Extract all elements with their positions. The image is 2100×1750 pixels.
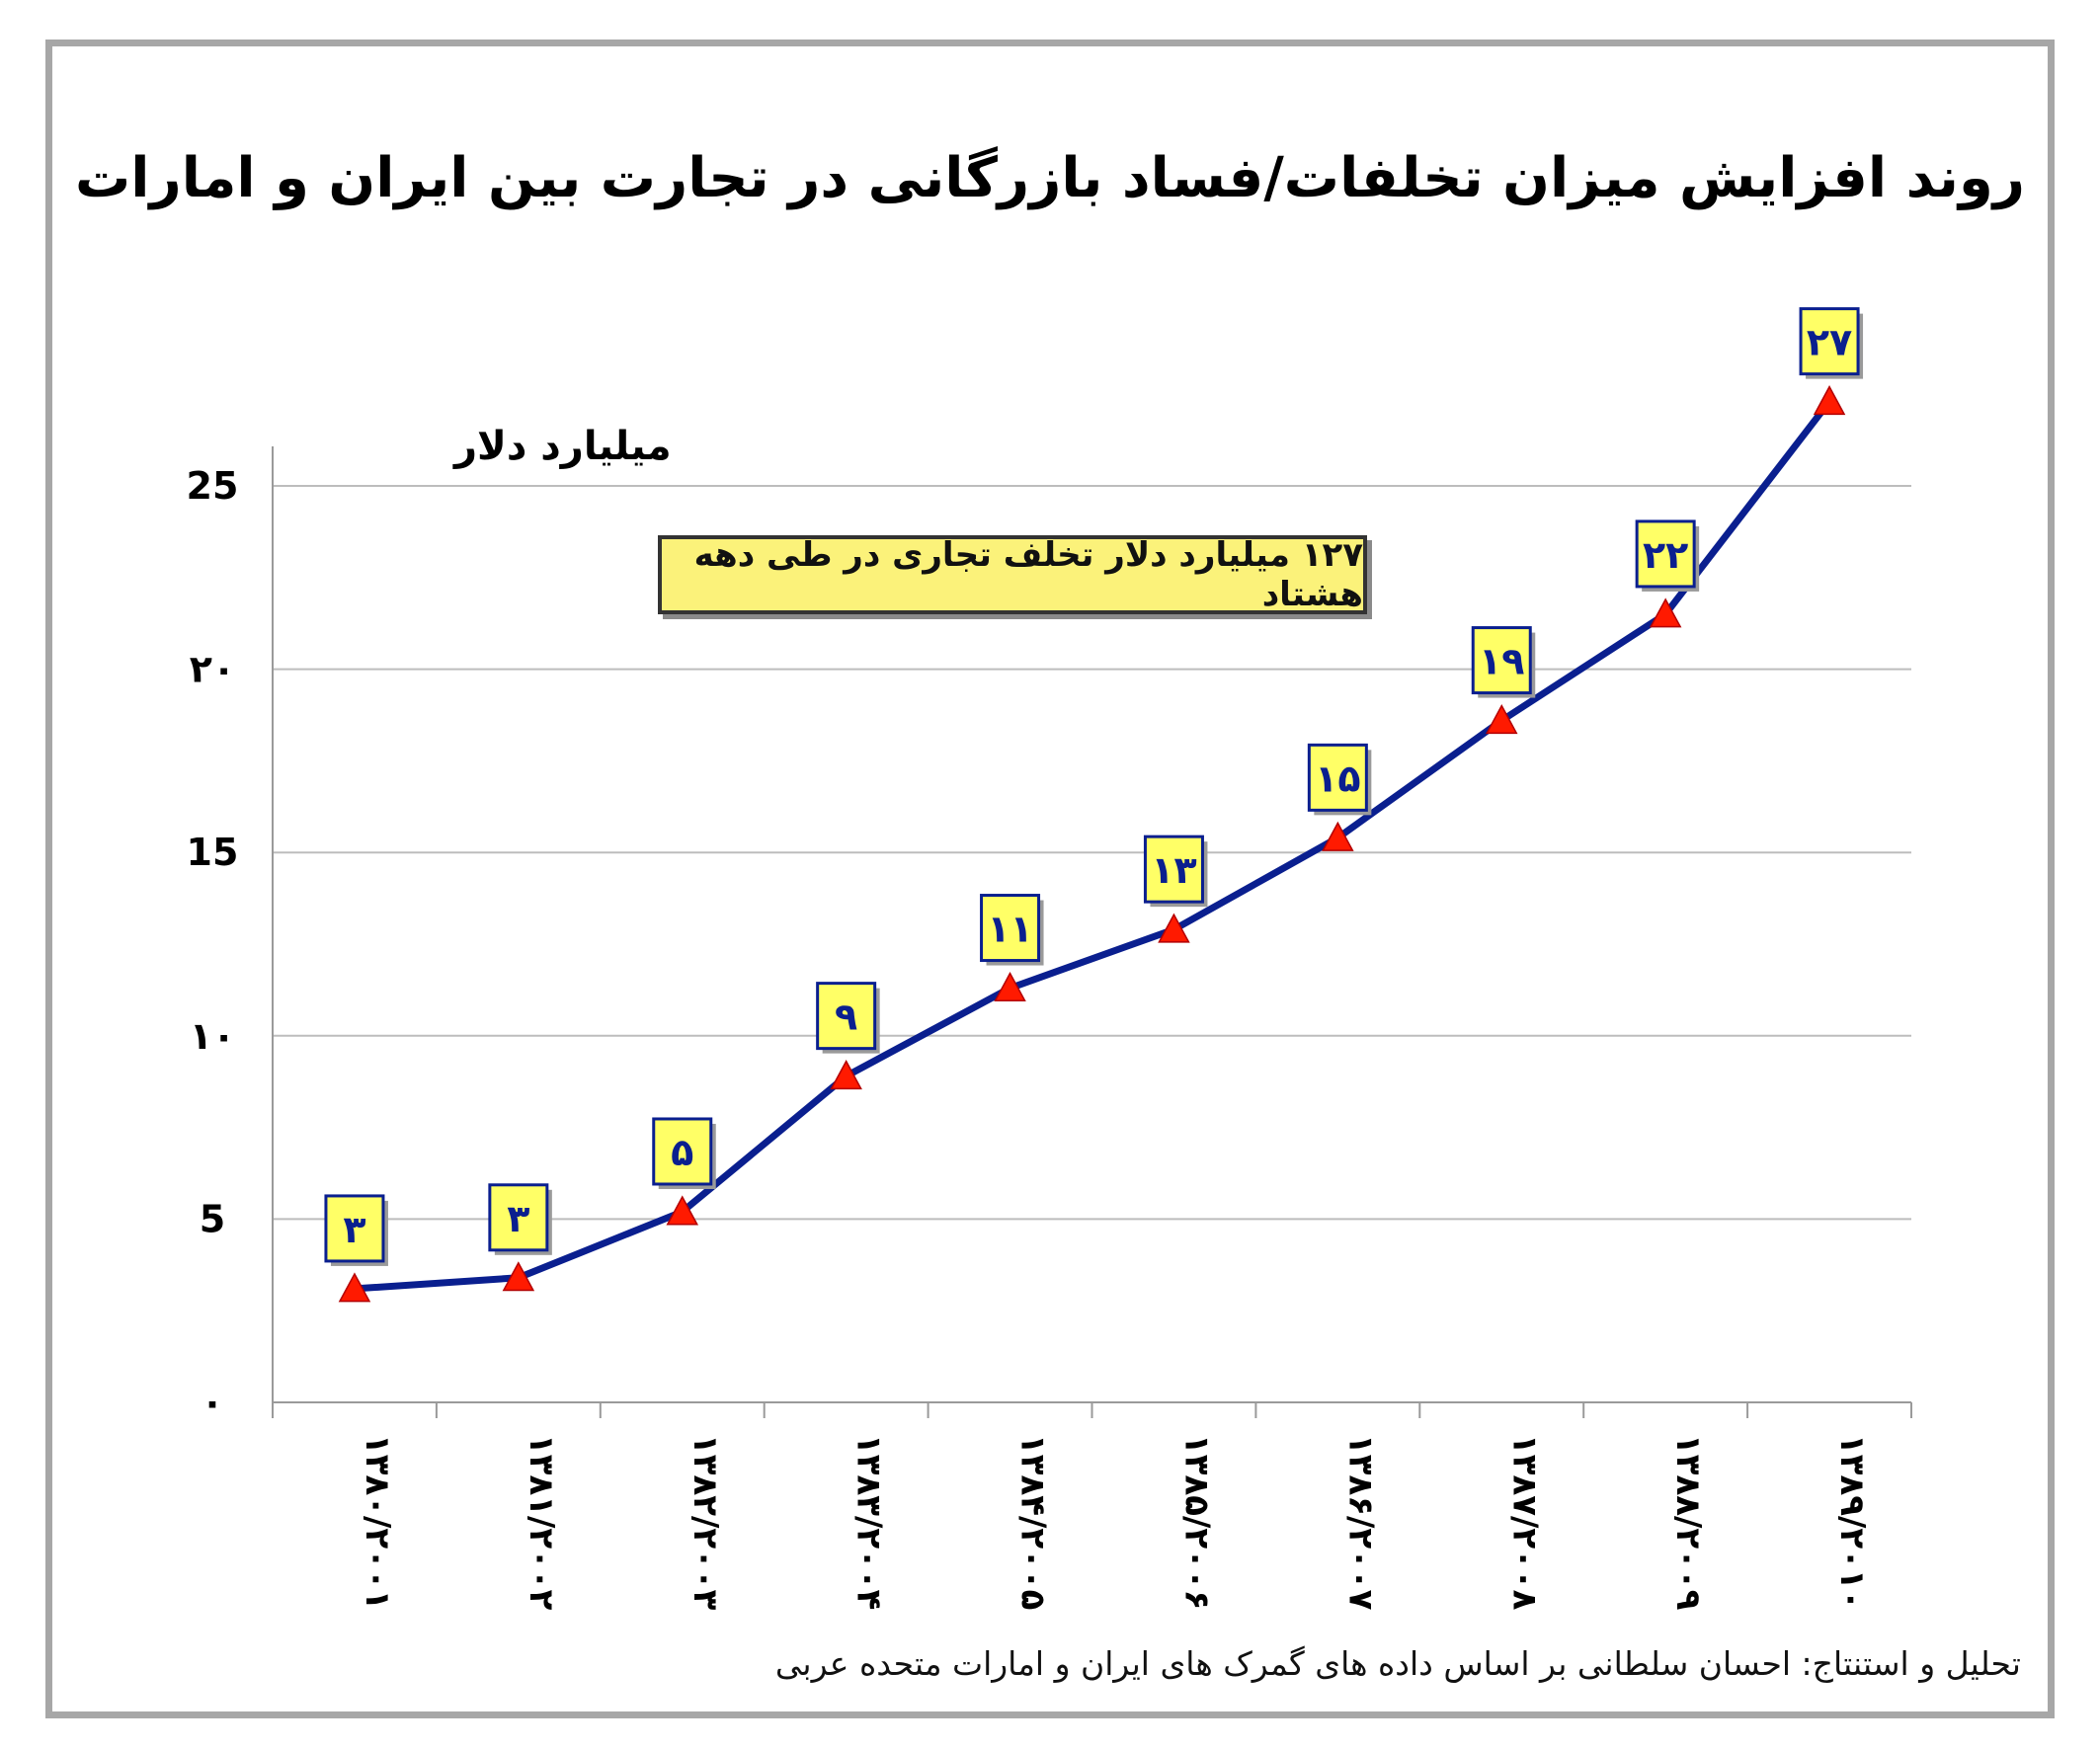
y-axis-label: میلیارد دلار <box>452 424 672 469</box>
data-point-marker <box>1485 703 1518 735</box>
data-point-marker <box>338 1272 371 1303</box>
data-label-box <box>1307 743 1368 812</box>
page-title: روند افزایش میزان تخلفات/فساد بازرگانی د… <box>75 146 2025 210</box>
data-label-box <box>1471 626 1532 695</box>
x-tick-label: ۱۳۸۸/۲۰۰۹ <box>1668 1434 1708 1611</box>
y-tick-labels: ۰ 5 ۱۰ 15 ۲۰ 25 <box>187 464 239 1424</box>
data-label: ۲۷ <box>1807 321 1852 364</box>
data-label: ۱۹ <box>1479 640 1524 683</box>
chart-frame <box>45 40 2055 1718</box>
x-tick-label: ۱۳۸۰/۲۰۰۱ <box>358 1434 397 1610</box>
data-label-box <box>324 1194 385 1263</box>
data-point-marker <box>830 1060 862 1090</box>
series-polyline <box>354 399 1832 1293</box>
x-tick-label: ۱۳۸۵/۲۰۰۶ <box>1176 1434 1216 1610</box>
data-label-box <box>652 1117 713 1186</box>
data-label-box <box>1143 835 1204 904</box>
data-label-box <box>980 894 1041 963</box>
data-label: ۱۳ <box>1151 848 1196 892</box>
callout-box: ۱۲۷ میلیارد دلار تخلف تجاری در طی دهه هش… <box>658 535 1367 614</box>
data-point-marker <box>502 1261 535 1292</box>
data-label-box <box>816 982 877 1051</box>
data-markers <box>338 385 1846 1303</box>
x-tick-label: ۱۳۸۹/۲۰۱۰ <box>1832 1434 1872 1610</box>
y-tick-label: 25 <box>187 464 239 508</box>
data-label: ۱۱ <box>987 908 1032 951</box>
data-point-marker <box>994 971 1026 1002</box>
data-point-marker <box>1322 821 1354 851</box>
data-label-box <box>1799 307 1860 376</box>
y-tick-label: 5 <box>200 1197 225 1240</box>
series-line <box>354 399 1832 1293</box>
source-note: تحلیل و استنتاج: احسان سلطانی بر اساس دا… <box>774 1644 2021 1683</box>
x-tick-labels: ۱۳۸۰/۲۰۰۱ ۱۳۸۱/۲۰۰۲ ۱۳۸۲/۲۰۰۳ ۱۳۸۳/۲۰۰۴ ۱۳۸۴… <box>358 1434 1872 1611</box>
data-label: ۳ <box>507 1197 529 1240</box>
axes <box>272 446 1912 1418</box>
data-label: ۵ <box>671 1131 693 1174</box>
data-label: ۱۵ <box>1315 756 1360 800</box>
x-tick-label: ۱۳۸۶/۲۰۰۷ <box>1340 1434 1380 1611</box>
x-tick-label: ۱۳۸۲/۲۰۰۳ <box>686 1434 725 1611</box>
data-label-box <box>488 1183 549 1252</box>
data-label: ۹ <box>835 995 857 1039</box>
y-tick-label: ۰ <box>201 1381 223 1424</box>
data-point-marker <box>666 1195 699 1226</box>
data-label: ۲۲ <box>1643 533 1688 577</box>
data-labels: ۳ ۳ ۵ ۹ ۱۱ ۱۳ ۱۵ ۱۹ ۲۲ ۲۷ <box>324 307 1864 1266</box>
data-point-marker <box>1158 913 1190 943</box>
data-label: ۳ <box>343 1208 365 1251</box>
data-point-marker <box>1649 597 1682 628</box>
x-tick-label: ۱۳۸۴/۲۰۰۵ <box>1013 1434 1053 1610</box>
y-tick-label: 15 <box>187 831 239 874</box>
callout-text: ۱۲۷ میلیارد دلار تخلف تجاری در طی دهه هش… <box>693 535 1363 614</box>
x-tick-label: ۱۳۸۱/۲۰۰۲ <box>522 1434 561 1611</box>
y-tick-label: ۲۰ <box>190 648 235 691</box>
x-tick-label: ۱۳۸۳/۲۰۰۴ <box>849 1434 889 1610</box>
data-label-box <box>1635 519 1696 589</box>
gridlines <box>273 485 1911 1221</box>
data-point-marker <box>1813 385 1846 416</box>
x-tick-label: ۱۳۸۷/۲۰۰۸ <box>1504 1434 1544 1611</box>
y-tick-label: ۱۰ <box>190 1014 235 1058</box>
